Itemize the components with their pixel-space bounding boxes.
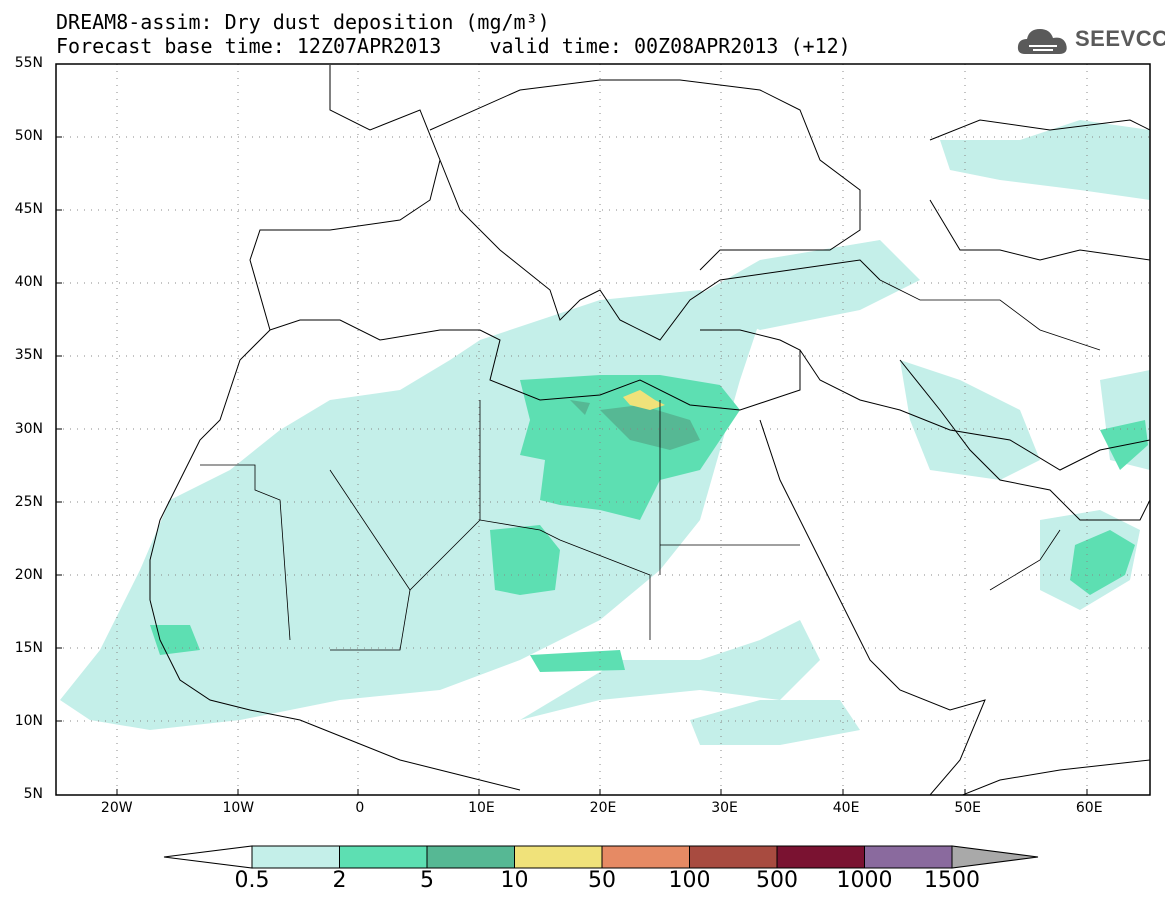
map-title: DREAM8-assim: Dry dust deposition (mg/m³… — [56, 10, 550, 34]
lat-label: 50N — [14, 128, 43, 145]
lat-label: 45N — [14, 201, 43, 218]
lon-label: 60E — [1075, 800, 1103, 816]
lat-label: 25N — [14, 493, 43, 510]
lat-label: 10N — [14, 712, 43, 729]
colorbar-tick-label: 5 — [420, 868, 434, 893]
lon-label: 30E — [711, 800, 738, 816]
colorbar-segment — [514, 845, 603, 869]
lat-label: 40N — [14, 274, 43, 291]
colorbar-segment — [864, 845, 953, 869]
colorbar-low-arrow — [163, 845, 253, 869]
cloud-icon — [1017, 29, 1067, 54]
colorbar-tick-label: 10 — [500, 868, 529, 893]
colorbar-tick-label: 1500 — [924, 868, 980, 893]
colorbar-segment — [689, 845, 778, 869]
colorbar-segment — [339, 845, 428, 869]
lon-label: 40E — [832, 800, 860, 816]
country-borders — [200, 279, 1101, 651]
colorbar-segment — [251, 845, 340, 869]
lon-label: 0 — [355, 800, 365, 816]
colorbar-tick-label: 500 — [756, 868, 798, 893]
lon-label: 10E — [468, 800, 495, 816]
lat-label: 5N — [23, 786, 43, 802]
colorbar-segment — [776, 845, 865, 869]
lat-label: 55N — [14, 55, 43, 71]
colorbar-tick-label: 0.5 — [234, 868, 270, 893]
lat-label: 15N — [14, 639, 43, 656]
seevccc-logo: SEEVCCC — [1015, 24, 1165, 60]
lon-label: 20W — [100, 800, 133, 816]
colorbar — [163, 845, 1039, 869]
axis-ticks — [56, 136, 1088, 795]
colorbar-tick-label: 1000 — [836, 868, 893, 893]
lat-label: 30N — [14, 420, 43, 437]
colorbar-segment — [426, 845, 515, 869]
colorbar-high-arrow — [951, 845, 1039, 869]
logo-text: SEEVCCC — [1075, 26, 1165, 51]
colorbar-tick-label: 2 — [332, 868, 347, 893]
colorbar-segment — [601, 845, 690, 869]
lon-label: 10W — [222, 800, 255, 816]
dust-shading — [60, 120, 1150, 745]
colorbar-tick-label: 100 — [668, 868, 711, 893]
lon-label: 20E — [589, 800, 617, 816]
forecast-times: Forecast base time: 12Z07APR2013 valid t… — [56, 34, 851, 58]
coastlines — [149, 65, 1150, 795]
lat-label: 20N — [14, 566, 43, 583]
graticule — [56, 64, 1150, 795]
colorbar-tick-label: 50 — [588, 868, 616, 893]
lat-label: 35N — [14, 347, 43, 364]
lon-label: 50E — [954, 800, 981, 816]
